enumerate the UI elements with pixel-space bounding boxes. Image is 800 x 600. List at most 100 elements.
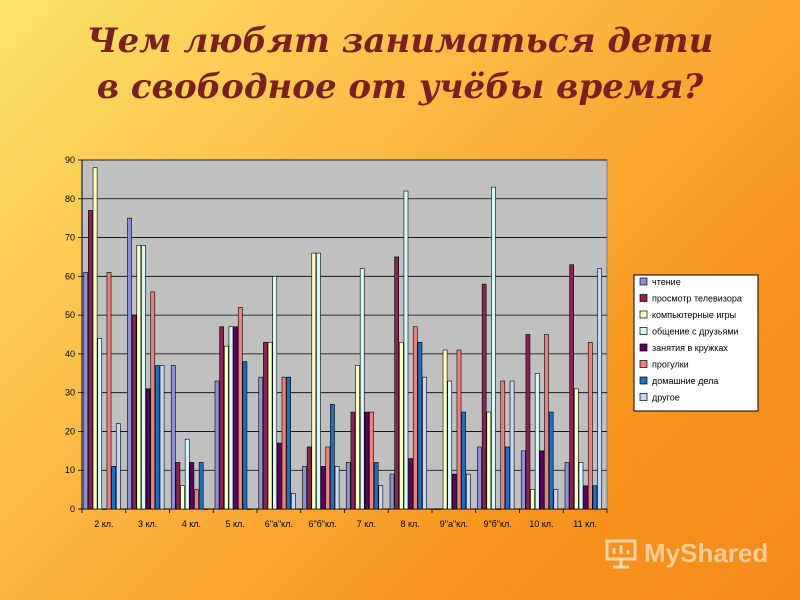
- bar: [495, 508, 501, 510]
- bar: [422, 376, 427, 510]
- bar: [263, 341, 268, 510]
- legend-entry: прогулки: [652, 360, 689, 370]
- bar: [97, 338, 103, 510]
- bar: [369, 411, 374, 510]
- bar: [106, 272, 112, 510]
- bar: [456, 349, 462, 510]
- bar: [267, 341, 273, 510]
- bar: [597, 268, 602, 510]
- x-tick-label: 7 кл.: [357, 519, 376, 529]
- y-tick-label: 40: [65, 349, 75, 359]
- bar: [461, 411, 466, 510]
- bar: [286, 376, 291, 510]
- bar: [509, 380, 515, 510]
- bar: [131, 314, 137, 510]
- bar: [198, 462, 204, 510]
- bar: [592, 485, 598, 510]
- bar: [447, 380, 453, 510]
- bar: [189, 462, 195, 510]
- bar: [325, 446, 331, 510]
- bar: [350, 411, 356, 510]
- bar: [553, 489, 559, 510]
- bar: [491, 186, 496, 510]
- bar: [237, 307, 243, 510]
- bar: [481, 283, 487, 510]
- x-tick-label: 5 кл.: [225, 519, 244, 529]
- bar: [520, 450, 526, 510]
- legend-swatch: [639, 327, 648, 335]
- bar: [88, 210, 93, 510]
- legend-swatch: [639, 310, 648, 319]
- x-tick-label: 4 кл.: [182, 519, 201, 529]
- bar: [290, 493, 296, 510]
- bar: [180, 485, 185, 510]
- bar: [373, 462, 379, 510]
- bar: [316, 252, 321, 510]
- bar: [159, 365, 165, 510]
- legend-entry: общение с друзьями: [652, 327, 739, 337]
- bar: [408, 458, 413, 510]
- bar: [505, 446, 510, 510]
- bar: [233, 326, 238, 510]
- y-tick-label: 50: [65, 310, 75, 320]
- bar: [155, 365, 160, 510]
- bar: [433, 508, 439, 510]
- bar: [306, 446, 312, 510]
- legend-entry: компьютерные игры: [652, 310, 736, 320]
- bar: [578, 462, 584, 510]
- bar: [364, 411, 370, 510]
- bar: [442, 349, 448, 510]
- x-tick-label: 3 кл.: [138, 519, 157, 529]
- bar: [500, 380, 506, 510]
- legend-swatch: [639, 360, 648, 368]
- y-tick-label: 60: [65, 271, 75, 281]
- bar: [170, 365, 176, 510]
- watermark: MyShared: [604, 536, 768, 570]
- bar: [452, 473, 457, 510]
- bar: [320, 466, 326, 510]
- bar: [564, 462, 570, 510]
- x-tick-label: 8 кл.: [400, 519, 419, 529]
- y-tick-label: 30: [65, 388, 75, 398]
- bar: [334, 466, 340, 510]
- y-tick-label: 70: [65, 233, 75, 243]
- bar: [83, 272, 89, 510]
- bar: [569, 264, 574, 510]
- bar: [394, 256, 399, 510]
- y-tick-label: 0: [70, 504, 75, 514]
- bar: [258, 376, 264, 510]
- bar: [281, 376, 287, 510]
- bar: [150, 291, 156, 510]
- bar: [272, 276, 278, 510]
- bar: [417, 341, 423, 510]
- bar: [412, 326, 418, 510]
- y-tick-label: 90: [65, 155, 75, 165]
- bar: [355, 365, 360, 510]
- bar: [583, 485, 588, 510]
- legend-entry: чтение: [652, 277, 681, 287]
- y-tick-label: 10: [65, 465, 75, 475]
- bar: [102, 508, 107, 510]
- bar: [127, 217, 132, 510]
- bar: [573, 388, 579, 510]
- watermark-text: MyShared: [644, 537, 769, 568]
- bar: [486, 411, 492, 510]
- bar: [477, 446, 482, 510]
- legend: [633, 274, 759, 412]
- bar: [465, 473, 471, 510]
- x-tick-label: 2 кл.: [94, 519, 113, 529]
- x-tick-label: 9"б"кл.: [483, 519, 511, 529]
- bar: [359, 268, 365, 510]
- legend-swatch: [639, 294, 648, 302]
- bar: [311, 252, 317, 510]
- y-tick-label: 80: [65, 194, 75, 204]
- x-tick-label: 6"а"кл.: [265, 519, 293, 529]
- legend-entry: просмотр телевизора: [652, 294, 742, 304]
- bar: [242, 361, 248, 510]
- x-tick-label: 10 кл.: [529, 519, 553, 529]
- bar: [525, 334, 531, 510]
- bar: [247, 508, 252, 510]
- bar: [438, 508, 443, 510]
- bar: [389, 473, 395, 510]
- title-line-2: в свободное от учёбы время?: [96, 67, 704, 107]
